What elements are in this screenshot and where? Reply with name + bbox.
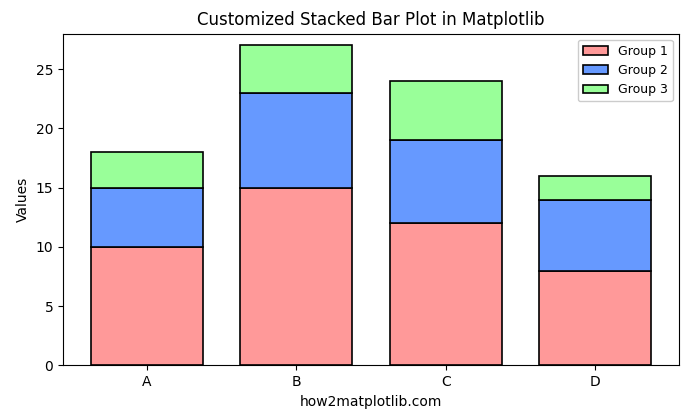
- Bar: [539, 200, 651, 270]
- Bar: [91, 152, 203, 188]
- Bar: [539, 176, 651, 200]
- Bar: [240, 45, 352, 93]
- Bar: [91, 247, 203, 365]
- Bar: [240, 188, 352, 365]
- Bar: [390, 81, 502, 140]
- X-axis label: how2matplotlib.com: how2matplotlib.com: [300, 395, 442, 409]
- Legend: Group 1, Group 2, Group 3: Group 1, Group 2, Group 3: [578, 40, 673, 101]
- Bar: [390, 223, 502, 365]
- Bar: [390, 140, 502, 223]
- Bar: [539, 270, 651, 365]
- Y-axis label: Values: Values: [16, 177, 30, 222]
- Title: Customized Stacked Bar Plot in Matplotlib: Customized Stacked Bar Plot in Matplotli…: [197, 11, 545, 29]
- Bar: [240, 93, 352, 188]
- Bar: [91, 188, 203, 247]
